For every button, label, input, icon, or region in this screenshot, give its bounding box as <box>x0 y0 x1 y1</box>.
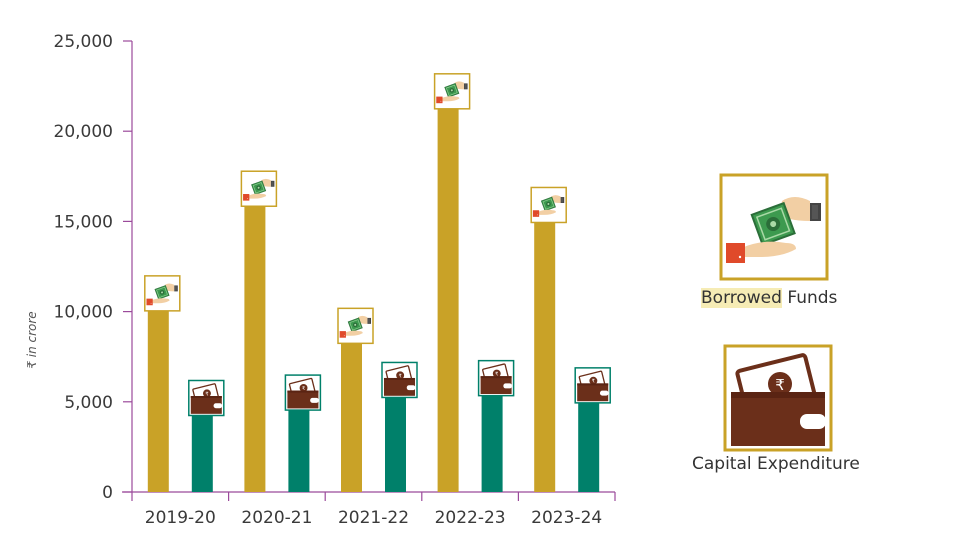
bar-capital-expenditure <box>385 381 406 492</box>
capital-expenditure-icon <box>284 374 322 411</box>
bar-borrowed-funds <box>341 327 362 492</box>
x-tick-label: 2022-23 <box>435 508 506 528</box>
bar-capital-expenditure <box>288 394 310 492</box>
borrowed-funds-icon <box>530 186 567 224</box>
bar-capital-expenditure <box>578 387 600 492</box>
legend-borrowed-funds-icon <box>719 173 829 281</box>
bar-borrowed-funds <box>437 93 459 492</box>
legend-borrowed-funds: Borrowed Funds <box>701 288 837 308</box>
bar-icons <box>144 73 611 417</box>
x-tick-label: 2019-20 <box>145 508 216 528</box>
capital-expenditure-icon <box>381 361 418 399</box>
borrowed-funds-icon <box>337 307 374 345</box>
legend-borrowed-highlight: Borrowed <box>701 288 782 308</box>
y-tick-label: 10,000 <box>54 303 113 323</box>
bar-capital-expenditure <box>191 399 213 492</box>
legend-capital-expenditure-icon <box>723 344 833 452</box>
x-tick-label: 2020-21 <box>241 508 312 528</box>
y-tick-label: 20,000 <box>54 122 113 142</box>
capital-expenditure-icon <box>477 359 515 397</box>
axes <box>122 40 616 501</box>
borrowed-funds-icon <box>240 170 278 207</box>
bar-borrowed-funds <box>534 206 556 492</box>
capital-expenditure-icon <box>574 367 611 404</box>
y-axis-label: ₹ in crore <box>25 311 39 368</box>
borrowed-funds-icon <box>144 275 181 312</box>
bars <box>147 93 600 492</box>
y-tick-label: 5,000 <box>64 393 113 413</box>
bar-capital-expenditure <box>481 380 503 492</box>
y-tick-label: 15,000 <box>54 212 113 232</box>
borrowed-funds-icon <box>433 73 471 110</box>
x-tick-label: 2021-22 <box>338 508 409 528</box>
y-tick-label: 0 <box>102 483 113 503</box>
bar-borrowed-funds <box>147 295 169 492</box>
bar-borrowed-funds <box>244 190 266 492</box>
legend-borrowed-rest: Funds <box>781 288 838 308</box>
x-tick-label: 2023-24 <box>531 508 602 528</box>
legend-capital-expenditure: Capital Expenditure <box>692 454 860 474</box>
capital-expenditure-icon <box>188 379 225 417</box>
y-tick-label: 25,000 <box>54 32 113 52</box>
tick-labels: 0 5,000 10,000 15,000 20,000 25,000 2019-20 202… <box>54 32 603 528</box>
